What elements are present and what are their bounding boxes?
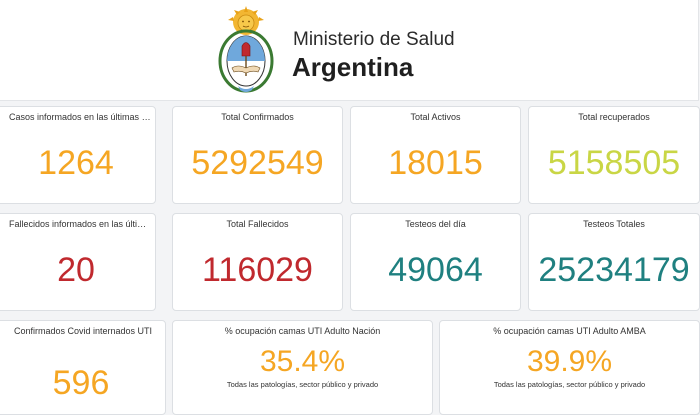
country-name: Argentina (292, 52, 414, 82)
card-value: 20 (57, 251, 95, 289)
coat-of-arms-icon (218, 6, 274, 93)
card-value: 25234179 (538, 251, 690, 289)
card-casos-24h: Casos informados en las últimas 24 horas… (0, 106, 156, 204)
card-total-fallecidos: Total Fallecidos 116029 (172, 213, 343, 311)
card-total-recuperados: Total recuperados 5158505 (528, 106, 700, 204)
card-value: 18015 (388, 144, 483, 182)
card-value: 49064 (388, 251, 483, 289)
card-value: 5292549 (191, 144, 324, 182)
card-ocupacion-amba: % ocupación camas UTI Adulto AMBA 39.9% … (439, 320, 700, 415)
org-name: Ministerio de Salud (293, 29, 455, 50)
card-value: 116029 (202, 251, 313, 289)
card-title: Total Fallecidos (226, 219, 289, 229)
card-testeos-dia: Testeos del día 49064 (350, 213, 521, 311)
card-title: Testeos Totales (583, 219, 645, 229)
card-testeos-totales: Testeos Totales 25234179 (528, 213, 700, 311)
card-value: 39.9% (526, 345, 613, 378)
card-title: % ocupación camas UTI Adulto Nación (224, 326, 381, 336)
card-internados-uti: Confirmados Covid internados UTI 596 (0, 320, 166, 415)
card-title: Confirmados Covid internados UTI (13, 326, 153, 336)
header: Ministerio de Salud Argentina (0, 0, 699, 101)
card-title: Fallecidos informados en las últimas 24 … (9, 219, 155, 229)
card-title: Total recuperados (578, 112, 650, 122)
card-total-confirmados: Total Confirmados 5292549 (172, 106, 343, 204)
card-value: 1264 (38, 144, 114, 182)
card-value: 35.4% (259, 345, 346, 378)
card-value: 596 (52, 364, 110, 402)
card-title: Total Confirmados (221, 112, 294, 122)
card-title: Casos informados en las últimas 24 horas (9, 112, 155, 122)
card-title: Total Activos (410, 112, 461, 122)
card-fallecidos-24h: Fallecidos informados en las últimas 24 … (0, 213, 156, 311)
card-subtitle: Todas las patologías, sector público y p… (226, 380, 379, 389)
card-value: 5158505 (547, 144, 681, 182)
card-title: % ocupación camas UTI Adulto AMBA (493, 326, 646, 336)
card-total-activos: Total Activos 18015 (350, 106, 521, 204)
card-title: Testeos del día (405, 219, 466, 229)
card-ocupacion-nacion: % ocupación camas UTI Adulto Nación 35.4… (172, 320, 433, 415)
card-subtitle: Todas las patologías, sector público y p… (493, 380, 646, 389)
